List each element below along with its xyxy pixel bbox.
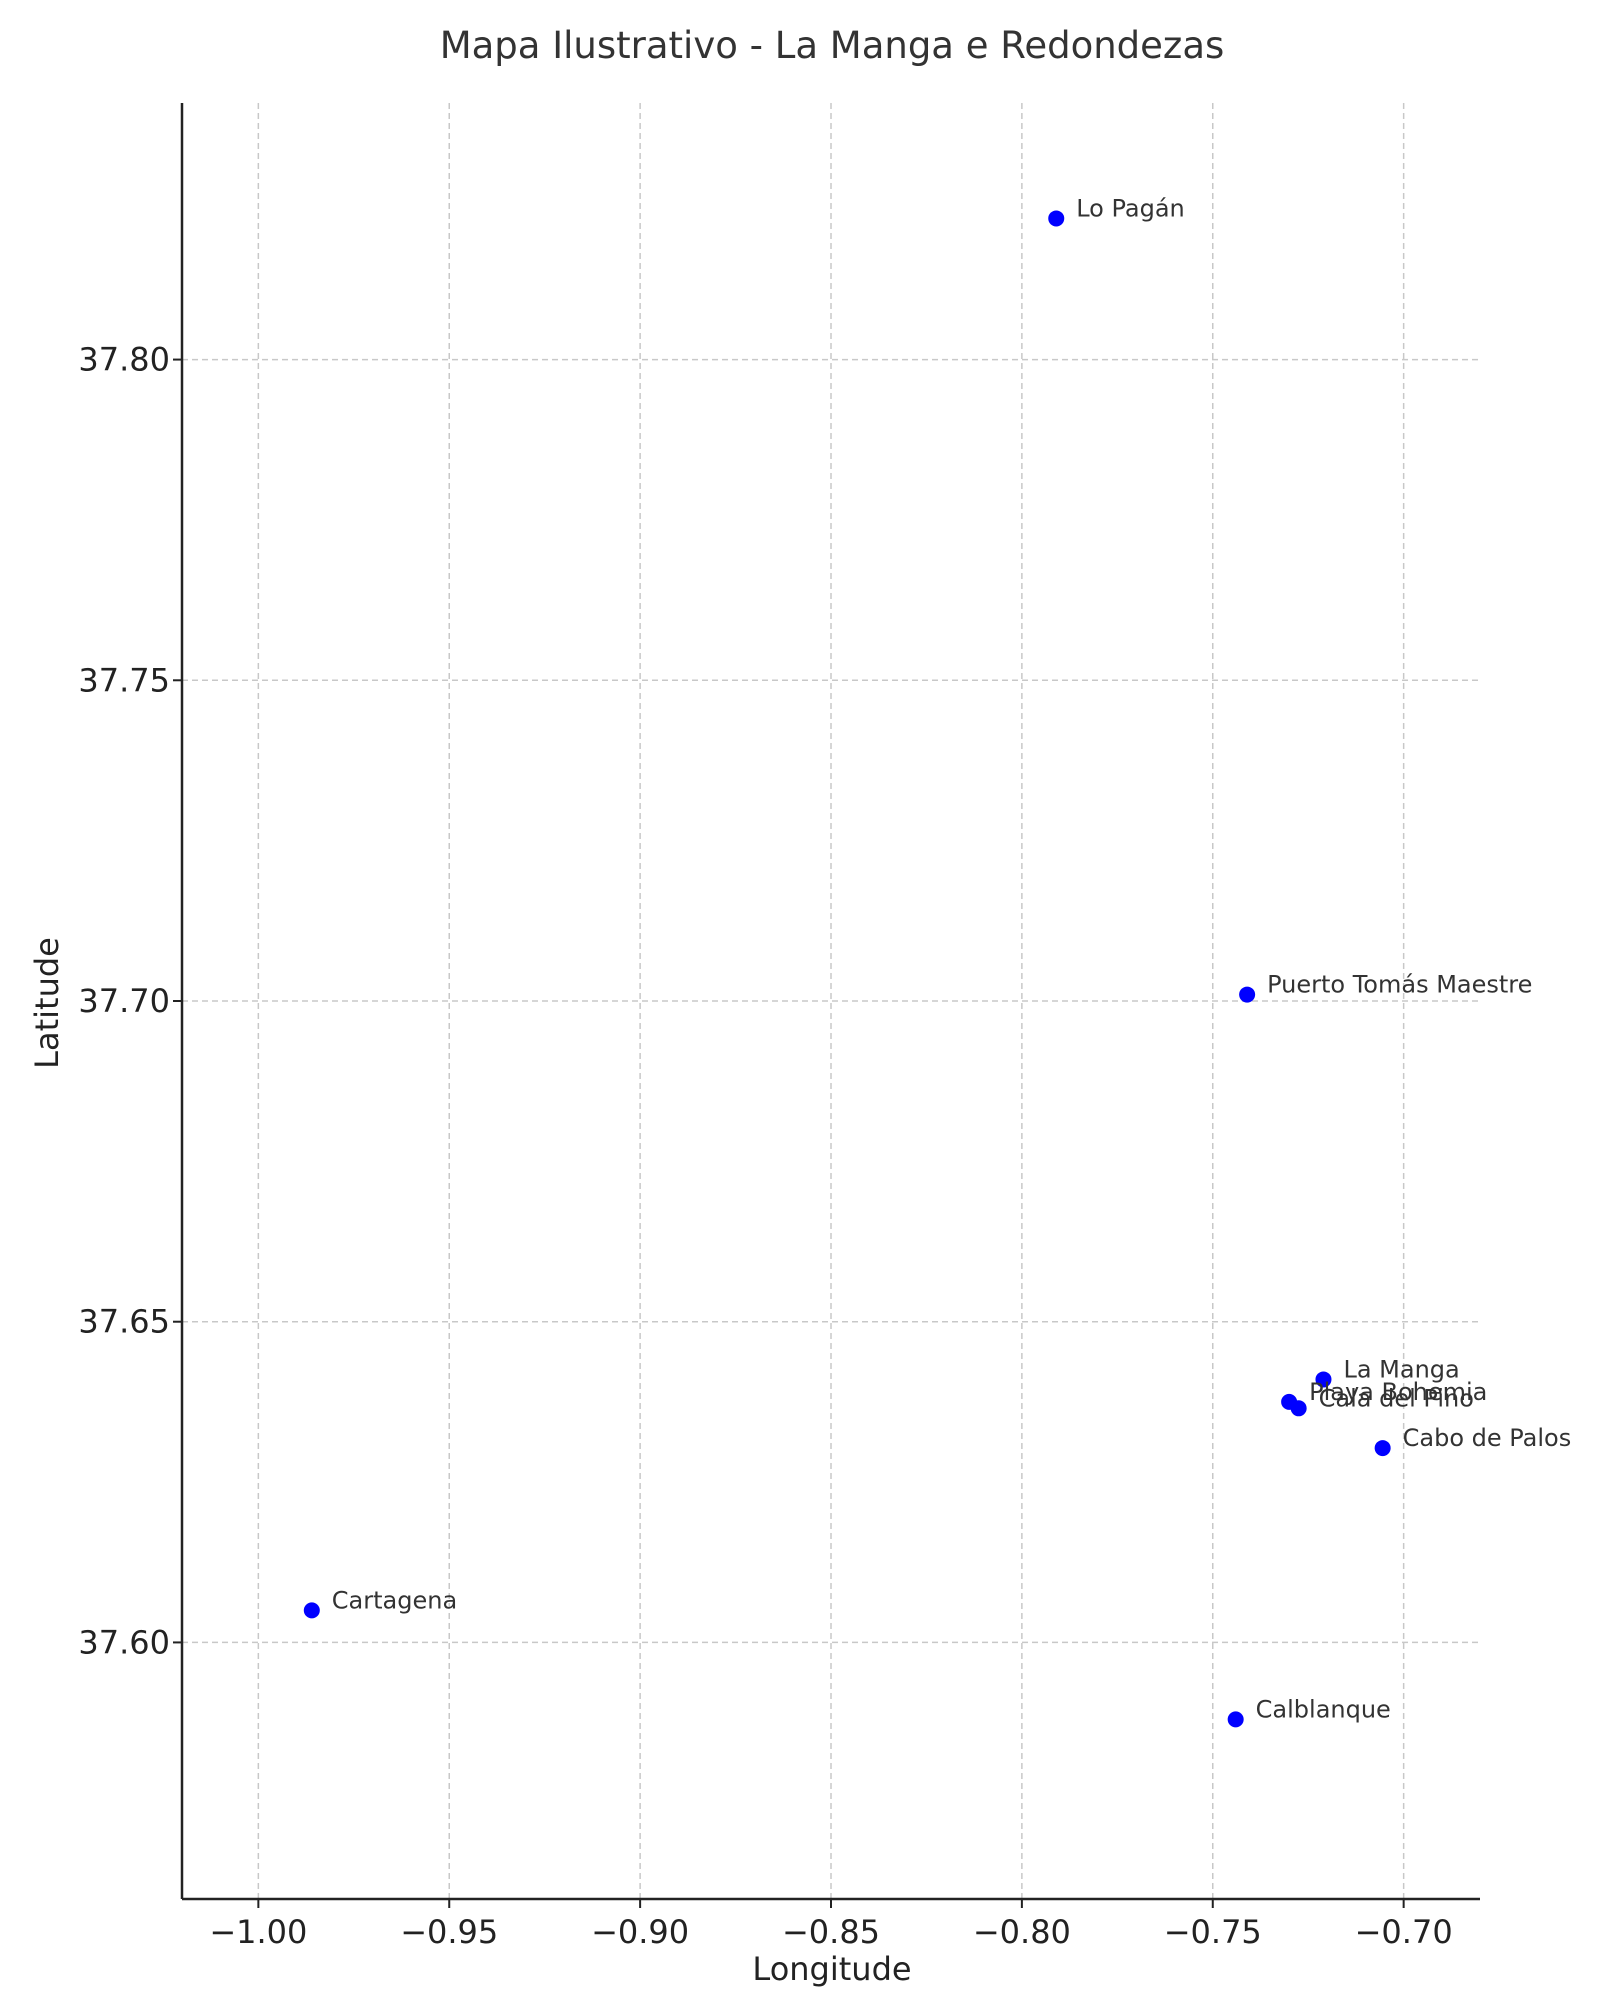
x-tick-label: −0.95 (400, 1913, 498, 1951)
y-tick-label: 37.75 (78, 661, 170, 699)
x-axis-label: Longitude (752, 1950, 911, 1988)
data-point (1048, 210, 1065, 227)
x-axis-ticks: −1.00 −0.95 −0.90 −0.85 −0.80 −0.75 −0.70 (209, 1899, 1453, 1951)
y-tick-label: 37.60 (78, 1623, 170, 1661)
data-point-label: La Manga (1343, 1355, 1459, 1383)
y-axis-label: Latitude (28, 937, 66, 1069)
data-point-label: Puerto Tomás Maestre (1267, 971, 1532, 999)
data-point-label: Calblanque (1256, 1695, 1391, 1723)
data-point (1290, 1400, 1307, 1417)
x-tick-label: −0.80 (973, 1913, 1071, 1951)
y-tick-label: 37.65 (78, 1303, 170, 1341)
data-point-label: Cabo de Palos (1403, 1424, 1572, 1452)
data-point (1374, 1440, 1391, 1457)
data-point (303, 1602, 320, 1619)
x-tick-label: −0.70 (1355, 1913, 1453, 1951)
data-point-label: Cala del Pino (1319, 1384, 1474, 1412)
data-points: Lo Pagán Puerto Tomás Maestre La MangaPlay… (303, 194, 1572, 1728)
data-point (1227, 1711, 1244, 1728)
x-tick-label: −0.85 (782, 1913, 880, 1951)
y-tick-label: 37.70 (78, 982, 170, 1020)
chart-title: Mapa Ilustrativo - La Manga e Redondezas (440, 24, 1225, 67)
x-tick-label: −0.90 (591, 1913, 689, 1951)
y-axis-ticks: 37.60 37.65 37.70 37.75 37.80 (78, 341, 182, 1661)
data-point (1315, 1371, 1332, 1388)
data-point-label: Cartagena (332, 1586, 457, 1614)
grid (182, 103, 1480, 1899)
x-tick-label: −1.00 (209, 1913, 307, 1951)
data-point (1239, 986, 1256, 1003)
data-point-label: Playa Bohemia (1309, 1378, 1487, 1406)
x-tick-label: −0.75 (1164, 1913, 1262, 1951)
y-tick-label: 37.80 (78, 341, 170, 379)
data-point-label: Lo Pagán (1076, 194, 1185, 222)
